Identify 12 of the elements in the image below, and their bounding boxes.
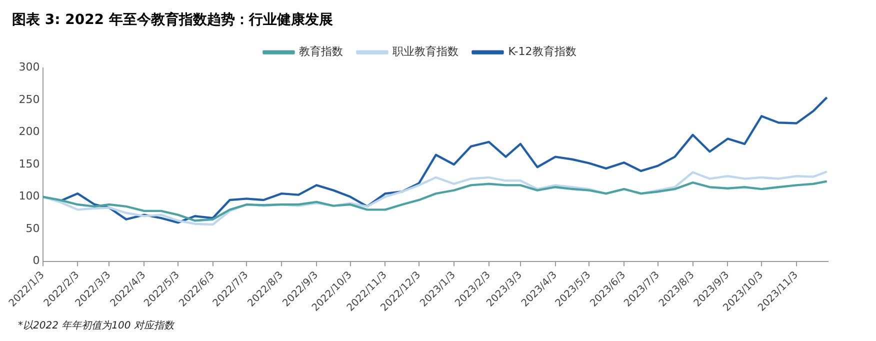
legend-label: 教育指数 <box>299 45 344 58</box>
y-tick-label: 50 <box>26 222 40 235</box>
y-tick-label: 250 <box>18 92 40 106</box>
legend-label: 职业教育指数 <box>392 45 459 58</box>
y-tick-label: 100 <box>18 190 40 203</box>
y-tick-label: 0 <box>32 254 40 268</box>
chart-title: 图表 3: 2022 年至今教育指数趋势：行业健康发展 <box>12 11 333 28</box>
y-tick-label: 150 <box>18 157 40 170</box>
y-tick-label: 300 <box>18 60 40 74</box>
text: *以2022 年年初值为100 对应指数 <box>18 320 175 332</box>
legend-label: K-12教育指数 <box>508 45 576 58</box>
y-tick-label: 200 <box>18 125 40 138</box>
